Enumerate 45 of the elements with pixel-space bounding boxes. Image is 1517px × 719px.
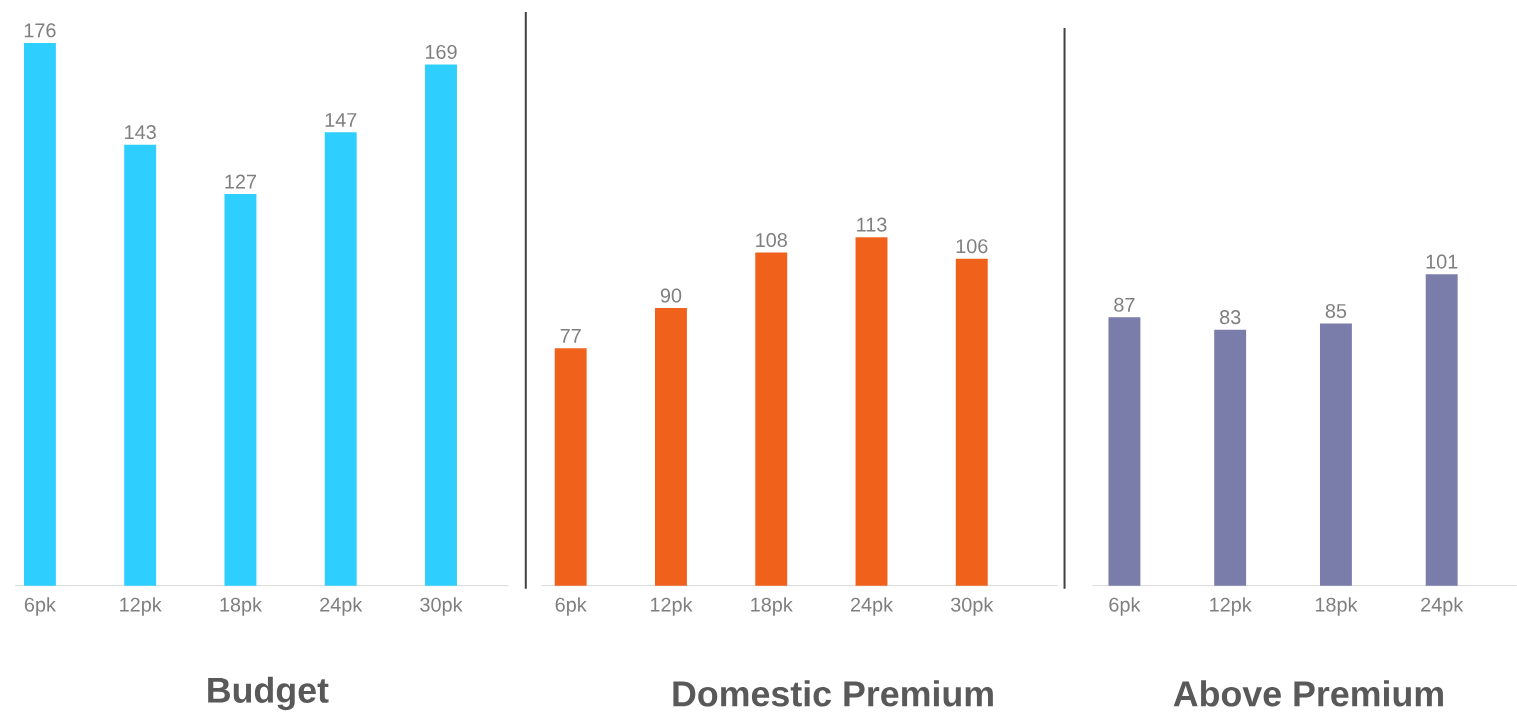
bar [124, 144, 157, 586]
data-label: 127 [225, 174, 257, 189]
bar [554, 348, 587, 586]
data-label: 101 [1426, 254, 1458, 269]
text: Domestic Premium [673, 680, 993, 707]
x-tick-label: 6pk [1109, 596, 1141, 616]
x-tick-label: 18pk [751, 596, 793, 616]
x-tick-label: 30pk [950, 596, 994, 616]
text: Above Premium [1173, 680, 1443, 707]
text: Budget [208, 676, 329, 710]
x-tick-label: 12pk [120, 596, 162, 616]
bar [955, 258, 988, 586]
data-label: 113 [857, 217, 887, 232]
x-tick-label: 18pk [1315, 596, 1358, 616]
data-label: 108 [756, 232, 787, 247]
data-label: 77 [560, 328, 581, 343]
data-label: 90 [660, 288, 682, 303]
x-tick-label: 24pk [1421, 596, 1464, 616]
bar [425, 64, 457, 586]
bar [755, 252, 788, 586]
data-label: 147 [325, 112, 357, 127]
bar [1425, 274, 1458, 586]
x-tick-label: 24pk [320, 596, 363, 616]
bar [324, 132, 357, 586]
data-label: 106 [956, 239, 988, 254]
data-label: 176 [24, 23, 56, 38]
data-label: 169 [425, 44, 457, 59]
bar [855, 237, 888, 586]
x-tick-label: 12pk [1210, 596, 1252, 616]
bar [224, 193, 257, 586]
bar [655, 307, 687, 586]
bar [1214, 329, 1247, 586]
x-tick-label: 6pk [24, 596, 56, 616]
x-tick-label: 6pk [555, 596, 587, 616]
bar [1108, 317, 1141, 586]
x-tick-label: 30pk [420, 596, 463, 616]
data-label: 83 [1219, 309, 1241, 325]
data-label: 143 [125, 124, 156, 139]
data-label: 85 [1325, 303, 1347, 318]
x-tick-label: 18pk [220, 596, 263, 616]
x-tick-label: 24pk [850, 596, 894, 616]
bar [1319, 323, 1352, 586]
x-tick-label: 12pk [650, 596, 693, 616]
data-label: 87 [1114, 297, 1135, 312]
bar [23, 42, 56, 586]
